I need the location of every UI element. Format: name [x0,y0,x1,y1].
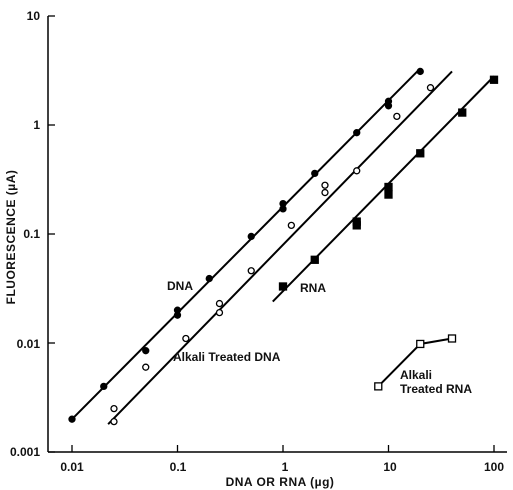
fit-lines [71,67,495,425]
dna-point [353,129,361,137]
alkali-treated-rna-point [374,382,383,391]
x-tick-labels: 0.01 0.1 1 10 100 [60,460,504,474]
y-tick-label: 0.1 [23,227,40,241]
dna-point [173,306,182,314]
alkali-treated-dna-point [142,363,150,371]
dna-point [247,232,255,241]
x-tick-label: 1 [282,460,289,474]
rna-point [384,182,393,192]
series-annotations: DNA Alkali Treated DNA RNA Alkali Treate… [167,279,472,396]
alkali-treated-dna-point [110,404,118,413]
alkali-treated-dna-point [182,334,190,343]
annotation-alkali-treated-rna-line2: Treated RNA [400,382,472,396]
x-tick-label: 0.01 [60,460,84,474]
dna-point [142,347,150,355]
dna-point [384,97,393,105]
rna-point [489,75,499,84]
rna-point [416,149,425,158]
rna-point [458,108,467,117]
alkali-treated-dna-point [321,181,329,189]
rna-point [384,190,393,199]
y-tick-labels: 0.001 0.01 0.1 1 10 [10,9,40,459]
alkali-treated-rna-point [447,334,457,343]
alkali-treated-dna-point [321,188,329,197]
alkali-treated-dna-point [353,167,361,175]
alkali-treated-dna-point [426,84,435,92]
rna-fit-line [272,75,495,303]
alkali-treated-dna-fit-line [107,70,453,425]
annotation-dna: DNA [167,279,193,293]
annotation-rna: RNA [300,281,326,295]
alkali-treated-dna-point [287,221,296,230]
dna-point [68,415,76,423]
dna-point [100,382,108,391]
alkali-treated-dna-point [247,267,255,275]
alkali-treated-rna-point [416,339,425,349]
rna-point [310,255,319,264]
axes [47,15,507,453]
alkali-treated-dna-point [393,112,401,121]
alkali-treated-dna-point [215,308,224,317]
dna-fit-line [71,67,421,420]
annotation-alkali-treated-rna-line1: Alkali [400,368,432,382]
x-axis-title: DNA OR RNA (µg) [226,475,335,489]
alkali-treated-dna-point [215,299,224,308]
y-axis-title: FLUORESCENCE (µA) [4,170,18,305]
dna-point [416,67,424,76]
data-points [68,67,499,426]
annotation-alkali-treated-dna: Alkali Treated DNA [173,350,281,364]
dna-point [205,274,213,283]
x-tick-label: 0.1 [170,460,187,474]
y-tick-label: 10 [27,9,41,23]
y-tick-label: 0.001 [10,445,40,459]
dna-point [311,169,319,178]
alkali-treated-dna-point [110,417,118,426]
y-tick-label: 1 [33,118,40,132]
dna-point [279,199,287,208]
rna-point [352,217,361,226]
y-tick-label: 0.01 [17,337,41,351]
x-tick-label: 10 [383,460,397,474]
rna-point [278,282,288,291]
x-tick-label: 100 [484,460,504,474]
